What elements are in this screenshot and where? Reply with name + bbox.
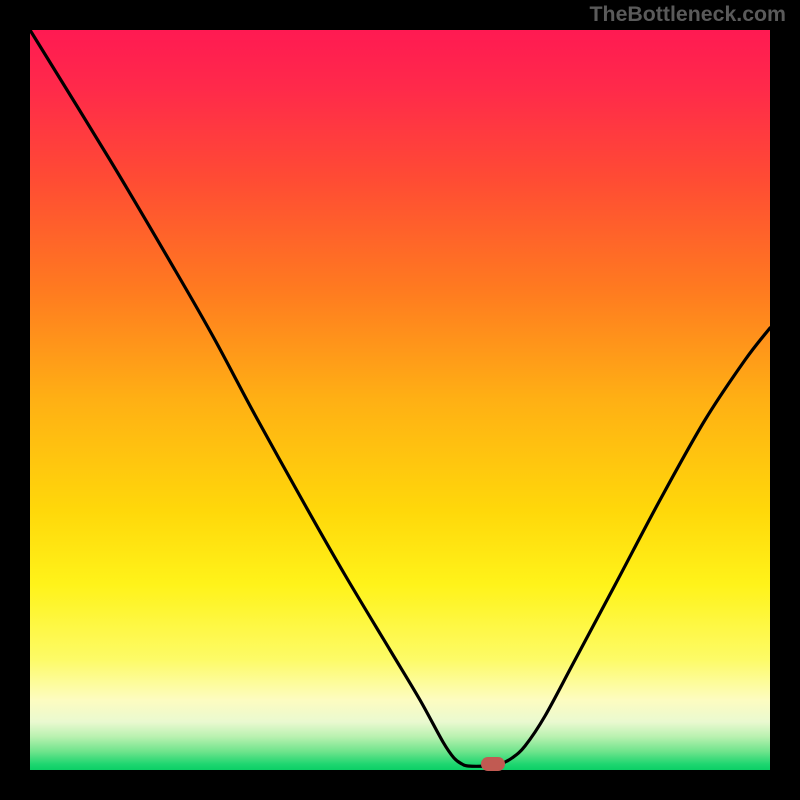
chart-frame: TheBottleneck.com (0, 0, 800, 800)
optimal-point-marker (481, 757, 505, 771)
watermark-text: TheBottleneck.com (590, 2, 786, 27)
gradient-background (30, 30, 770, 770)
